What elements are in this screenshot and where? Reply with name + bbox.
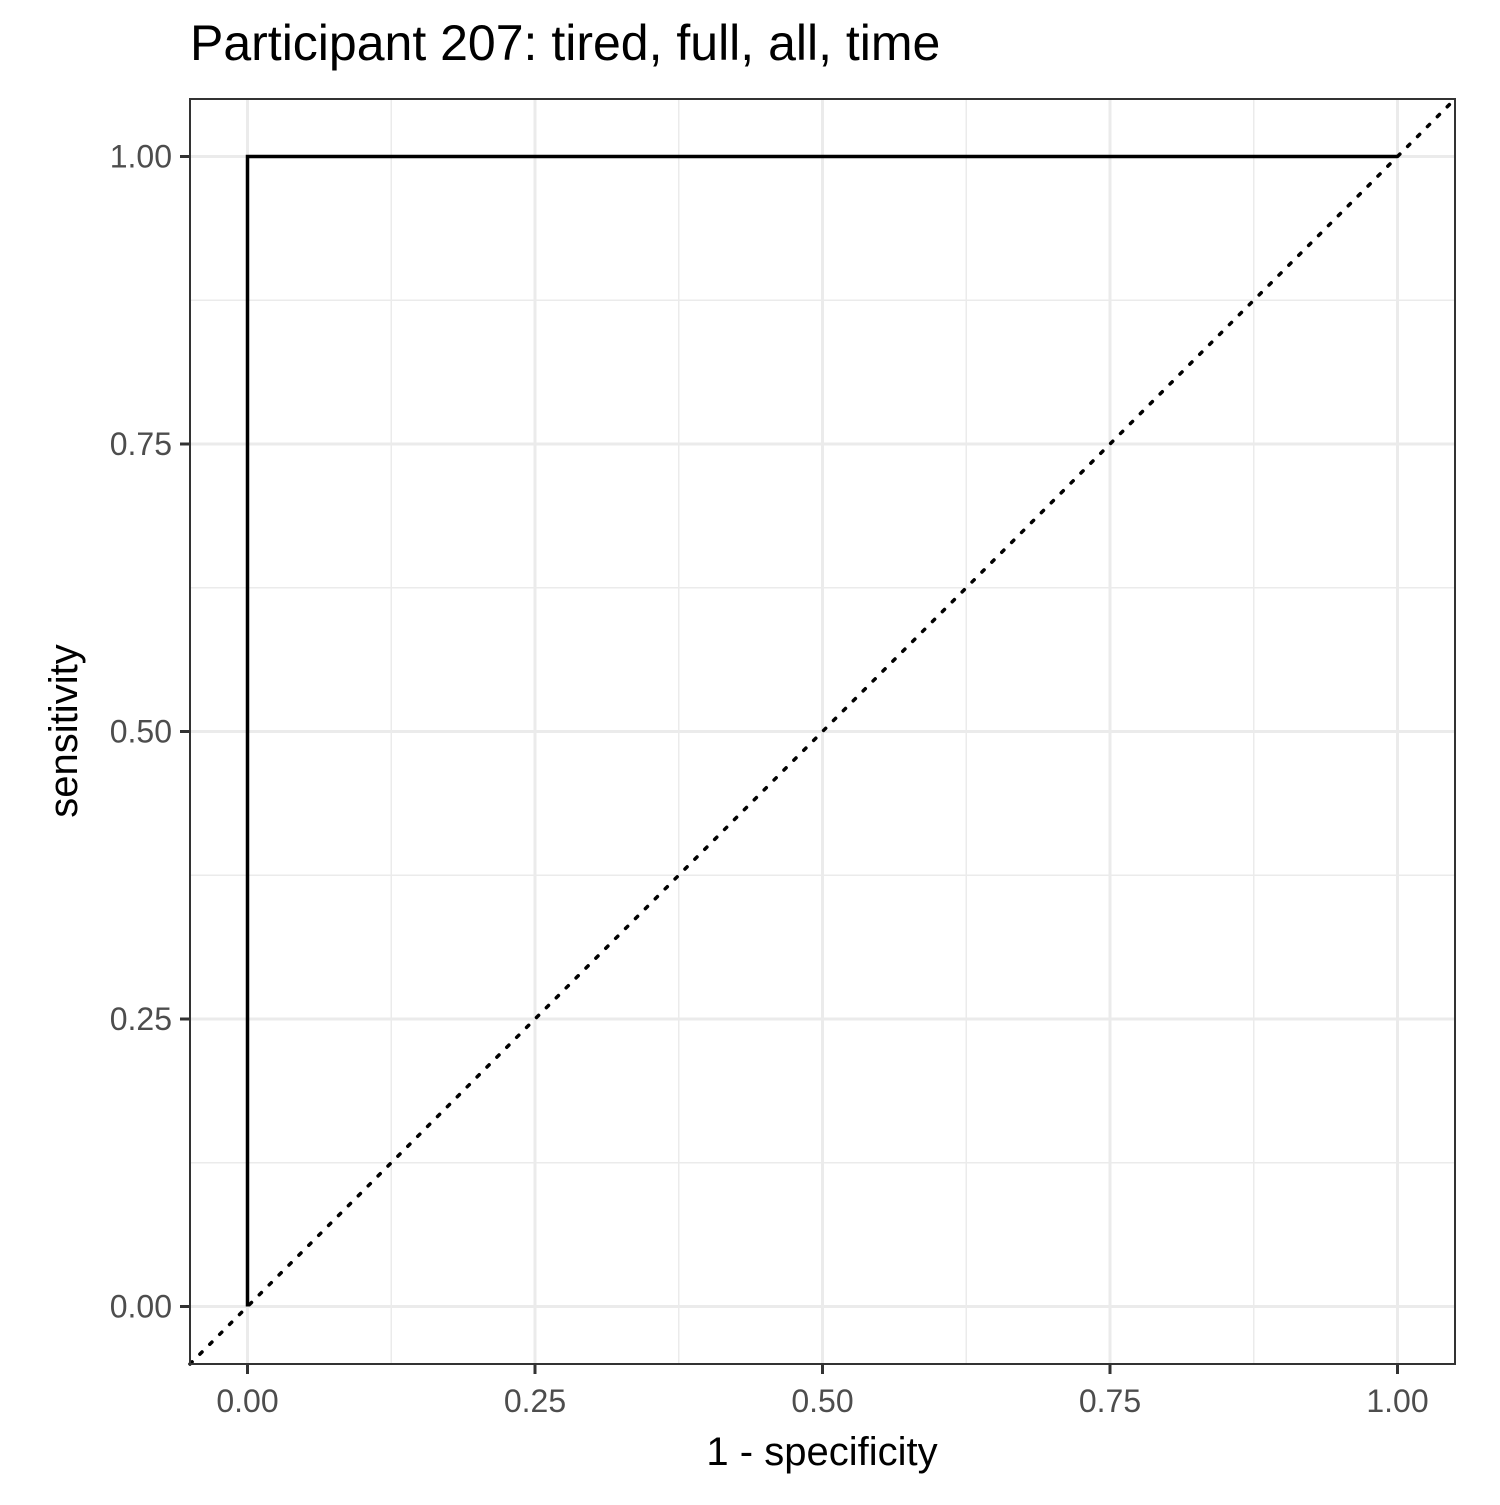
chart-title: Participant 207: tired, full, all, time <box>190 15 941 71</box>
y-axis: 0.00 0.25 0.50 0.75 1.00 <box>110 139 190 1325</box>
diagonal-reference-line <box>188 97 1457 1366</box>
x-tick-label-0: 0.00 <box>216 1383 278 1419</box>
x-axis-title: 1 - specificity <box>706 1430 937 1474</box>
y-tick-label-3: 0.75 <box>110 426 172 462</box>
x-tick-label-3: 0.75 <box>1079 1383 1141 1419</box>
roc-curve-line <box>245 154 1398 1307</box>
y-axis-title: sensitivity <box>42 644 86 817</box>
x-tick-label-1: 0.25 <box>504 1383 566 1419</box>
x-tick-label-2: 0.50 <box>791 1383 853 1419</box>
y-tick-label-0: 0.00 <box>110 1289 172 1325</box>
y-tick-label-2: 0.50 <box>110 714 172 750</box>
x-axis: 0.00 0.25 0.50 0.75 1.00 <box>216 1364 1429 1419</box>
y-tick-label-1: 0.25 <box>110 1001 172 1037</box>
x-tick-label-4: 1.00 <box>1366 1383 1428 1419</box>
y-tick-label-4: 1.00 <box>110 139 172 175</box>
series-layer <box>188 97 1457 1366</box>
